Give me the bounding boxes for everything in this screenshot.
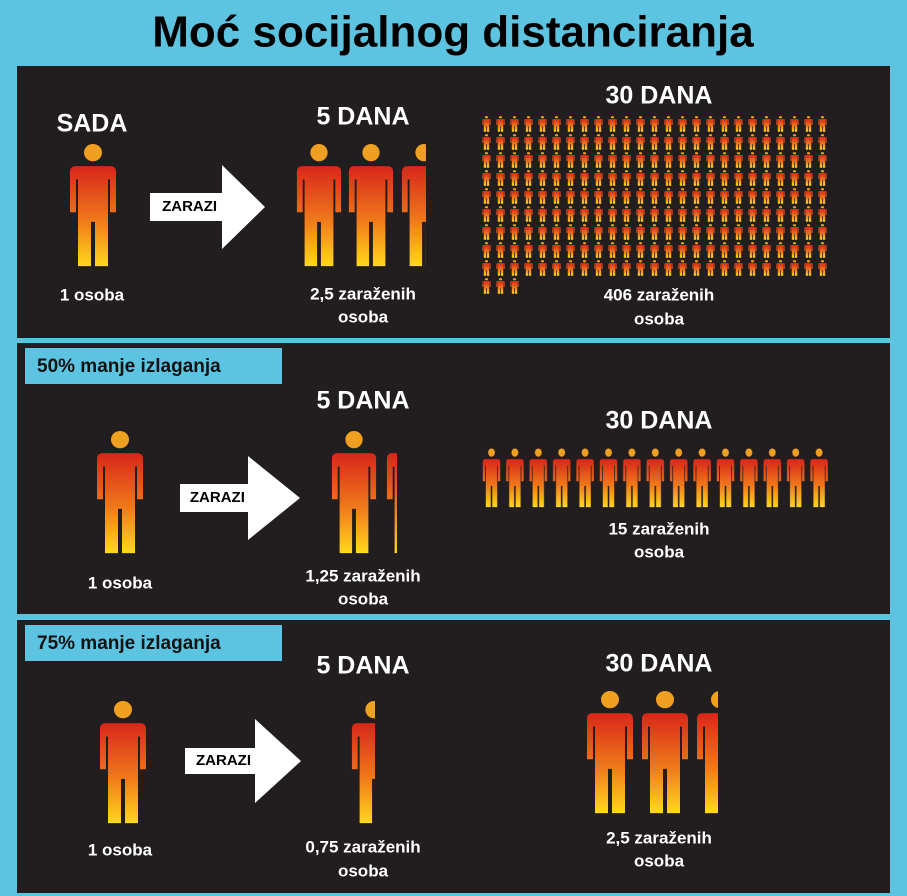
day30-heading: 30 DANA	[606, 407, 713, 435]
arrow-label: ZARAZI	[190, 489, 245, 506]
day30-heading: 30 DANA	[606, 650, 713, 678]
arrow	[180, 456, 300, 540]
panel	[17, 620, 890, 893]
crowd	[480, 115, 832, 277]
crowd	[480, 448, 831, 510]
start-heading: SADA	[57, 110, 128, 138]
arrow	[150, 165, 265, 249]
badge	[25, 348, 282, 384]
day5-heading: 5 DANA	[316, 652, 409, 680]
arrow-label: ZARAZI	[162, 198, 217, 215]
day5-caption: 1,25 zaraženih	[305, 566, 420, 585]
day30-caption: osoba	[634, 309, 685, 328]
day30-heading: 30 DANA	[606, 82, 713, 110]
crowd	[480, 277, 522, 295]
day30-caption: osoba	[634, 851, 685, 870]
title: Moć socijalnog distanciranja	[152, 8, 754, 57]
day5-caption: osoba	[338, 861, 389, 880]
day30-caption: osoba	[634, 542, 685, 561]
day5-caption: osoba	[338, 589, 389, 608]
day5-heading: 5 DANA	[316, 103, 409, 131]
day5-caption: osoba	[338, 307, 389, 326]
start-caption: 1 osoba	[60, 285, 125, 304]
day30-caption: 406 zaraženih	[604, 285, 715, 304]
day5-caption: 0,75 zaraženih	[305, 837, 420, 856]
day5-heading: 5 DANA	[316, 387, 409, 415]
badge-text: 75% manje izlaganja	[37, 633, 221, 654]
day30-caption: 15 zaraženih	[608, 519, 709, 538]
badge	[25, 625, 282, 661]
arrow-label: ZARAZI	[196, 752, 251, 769]
day30-caption: 2,5 zaraženih	[606, 828, 712, 847]
arrow	[185, 719, 301, 803]
start-caption: 1 osoba	[88, 840, 153, 859]
start-caption: 1 osoba	[88, 573, 153, 592]
day5-caption: 2,5 zaraženih	[310, 284, 416, 303]
badge-text: 50% manje izlaganja	[37, 356, 221, 377]
